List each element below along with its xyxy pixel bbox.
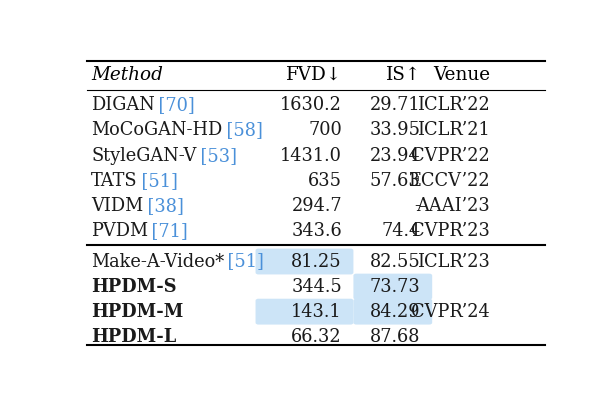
Text: 73.73: 73.73 [370,278,421,295]
Text: 82.55: 82.55 [370,253,421,271]
Text: FVD↓: FVD↓ [286,66,342,84]
Text: MoCoGAN-HD: MoCoGAN-HD [91,122,222,140]
Text: ICLR’23: ICLR’23 [417,253,490,271]
Text: [38]: [38] [144,197,184,215]
Text: DIGAN: DIGAN [91,96,155,115]
Text: [71]: [71] [148,222,188,240]
Text: 143.1: 143.1 [291,303,342,321]
Text: Method: Method [91,66,163,84]
Text: PVDM: PVDM [91,222,148,240]
Text: AAAI’23: AAAI’23 [416,197,490,215]
Text: [51]: [51] [138,172,177,190]
Text: CVPR’23: CVPR’23 [411,222,490,240]
FancyBboxPatch shape [354,274,432,300]
Text: Venue: Venue [433,66,490,84]
Text: CVPR’22: CVPR’22 [411,147,490,164]
Text: StyleGAN-V: StyleGAN-V [91,147,197,164]
Text: ICLR’21: ICLR’21 [417,122,490,140]
Text: 81.25: 81.25 [291,253,342,271]
Text: Make-A-Video*: Make-A-Video* [91,253,224,271]
Text: [58]: [58] [222,122,262,140]
Text: CVPR’24: CVPR’24 [411,303,490,321]
Text: 87.68: 87.68 [370,328,421,346]
Text: 343.6: 343.6 [291,222,342,240]
Text: 1630.2: 1630.2 [280,96,342,115]
Text: 344.5: 344.5 [291,278,342,295]
Text: 74.4: 74.4 [381,222,421,240]
Text: 66.32: 66.32 [291,328,342,346]
Text: 84.29: 84.29 [370,303,421,321]
Text: 29.71: 29.71 [370,96,421,115]
Text: 23.94: 23.94 [370,147,421,164]
Text: HPDM-L: HPDM-L [91,328,177,346]
Text: 294.7: 294.7 [291,197,342,215]
Text: [51]: [51] [224,253,264,271]
Text: HPDM-M: HPDM-M [91,303,184,321]
Text: VIDM: VIDM [91,197,144,215]
Text: IS↑: IS↑ [386,66,421,84]
Text: [53]: [53] [197,147,237,164]
Text: ICLR’22: ICLR’22 [417,96,490,115]
FancyBboxPatch shape [354,299,432,325]
Text: -: - [415,197,421,215]
Text: 33.95: 33.95 [370,122,421,140]
Text: TATS: TATS [91,172,138,190]
FancyBboxPatch shape [256,248,354,274]
Text: 1431.0: 1431.0 [280,147,342,164]
Text: 700: 700 [308,122,342,140]
FancyBboxPatch shape [256,299,354,325]
Text: ECCV’22: ECCV’22 [408,172,490,190]
Text: 635: 635 [308,172,342,190]
Text: 57.63: 57.63 [370,172,421,190]
Text: HPDM-S: HPDM-S [91,278,177,295]
Text: [70]: [70] [155,96,195,115]
